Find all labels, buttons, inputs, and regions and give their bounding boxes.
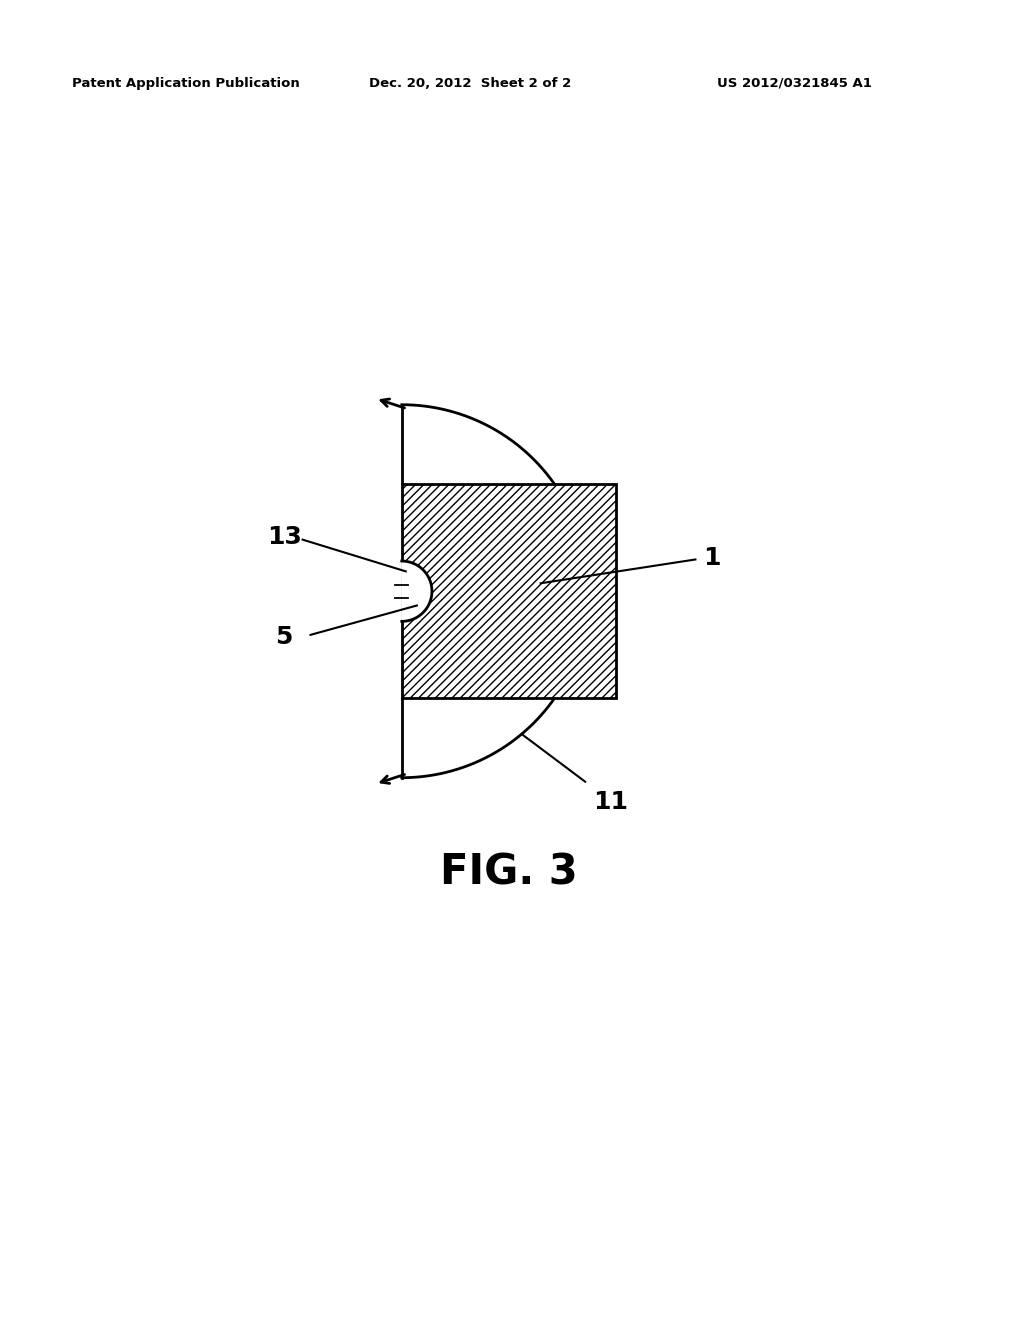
Text: US 2012/0321845 A1: US 2012/0321845 A1 — [717, 77, 871, 90]
Text: 11: 11 — [593, 789, 628, 813]
Text: 5: 5 — [274, 626, 292, 649]
Text: 13: 13 — [267, 525, 302, 549]
Text: Dec. 20, 2012  Sheet 2 of 2: Dec. 20, 2012 Sheet 2 of 2 — [369, 77, 571, 90]
Text: FIG. 3: FIG. 3 — [440, 851, 578, 894]
Polygon shape — [401, 561, 432, 622]
Text: 1: 1 — [703, 546, 721, 570]
Bar — [401, 484, 616, 698]
Text: Patent Application Publication: Patent Application Publication — [72, 77, 299, 90]
